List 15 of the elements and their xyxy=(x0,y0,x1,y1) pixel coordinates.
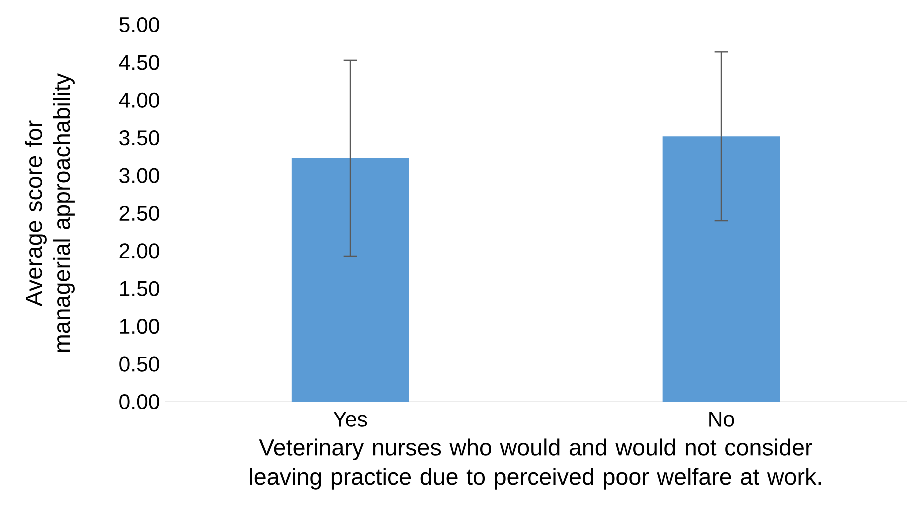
x-tick-label: No xyxy=(710,412,734,427)
x-tick-label: Yes xyxy=(334,412,368,427)
y-tick-label: 4.50 xyxy=(119,55,160,70)
x-axis-title: Veterinary nurses who would and would not consider leaving practice due to perceived poor welfare at work. xyxy=(250,438,822,490)
y-tick-label: 5.00 xyxy=(120,17,160,33)
y-tick-label: 0.00 xyxy=(120,394,160,410)
y-tick-label: 3.50 xyxy=(120,130,160,146)
y-tick-label: 2.50 xyxy=(120,206,160,222)
y-tick-label: 1.00 xyxy=(120,319,160,334)
y-tick-label: 3.00 xyxy=(120,168,160,184)
y-tick-label: 2.00 xyxy=(120,244,160,259)
y-tick-label: 0.50 xyxy=(120,356,160,372)
y-tick-label: 4.00 xyxy=(119,92,160,108)
y-tick-label: 1.50 xyxy=(120,281,160,296)
y-axis-title: Average score for managerial approachability xyxy=(25,74,75,352)
